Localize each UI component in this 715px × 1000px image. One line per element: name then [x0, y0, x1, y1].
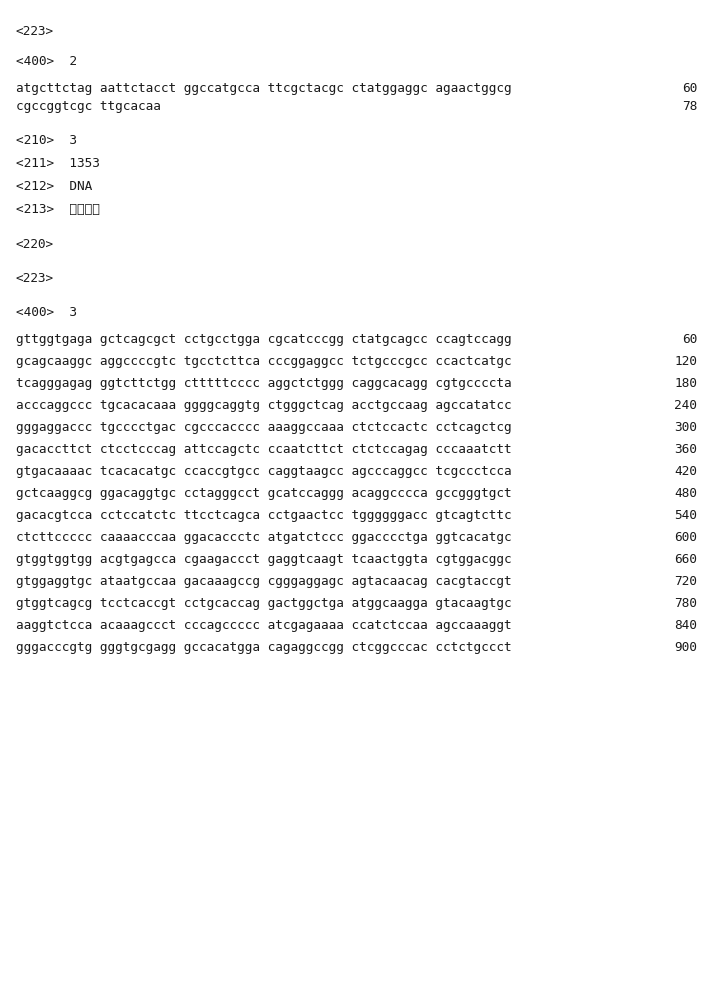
Text: <220>: <220>: [16, 238, 54, 251]
Text: 120: 120: [674, 355, 697, 368]
Text: gacacgtcca cctccatctc ttcctcagca cctgaactcc tggggggacc gtcagtcttc: gacacgtcca cctccatctc ttcctcagca cctgaac…: [16, 509, 511, 522]
Text: 600: 600: [674, 531, 697, 544]
Text: <210>  3: <210> 3: [16, 134, 77, 147]
Text: gggaggaccc tgcccctgac cgcccacccc aaaggccaaa ctctccactc cctcagctcg: gggaggaccc tgcccctgac cgcccacccc aaaggcc…: [16, 421, 511, 434]
Text: 78: 78: [682, 100, 697, 113]
Text: atgcttctag aattctacct ggccatgcca ttcgctacgc ctatggaggc agaactggcg: atgcttctag aattctacct ggccatgcca ttcgcta…: [16, 82, 511, 95]
Text: gggacccgtg gggtgcgagg gccacatgga cagaggccgg ctcggcccac cctctgccct: gggacccgtg gggtgcgagg gccacatgga cagaggc…: [16, 641, 511, 654]
Text: <211>  1353: <211> 1353: [16, 157, 99, 170]
Text: gtggtggtgg acgtgagcca cgaagaccct gaggtcaagt tcaactggta cgtggacggc: gtggtggtgg acgtgagcca cgaagaccct gaggtca…: [16, 553, 511, 566]
Text: <400>  2: <400> 2: [16, 55, 77, 68]
Text: 780: 780: [674, 597, 697, 610]
Text: 480: 480: [674, 487, 697, 500]
Text: gttggtgaga gctcagcgct cctgcctgga cgcatcccgg ctatgcagcc ccagtccagg: gttggtgaga gctcagcgct cctgcctgga cgcatcc…: [16, 333, 511, 346]
Text: gtgacaaaac tcacacatgc ccaccgtgcc caggtaagcc agcccaggcc tcgccctcca: gtgacaaaac tcacacatgc ccaccgtgcc caggtaa…: [16, 465, 511, 478]
Text: acccaggccc tgcacacaaa ggggcaggtg ctgggctcag acctgccaag agccatatcc: acccaggccc tgcacacaaa ggggcaggtg ctgggct…: [16, 399, 511, 412]
Text: 300: 300: [674, 421, 697, 434]
Text: 900: 900: [674, 641, 697, 654]
Text: <223>: <223>: [16, 25, 54, 38]
Text: <212>  DNA: <212> DNA: [16, 180, 92, 193]
Text: ctcttccccc caaaacccaa ggacaccctc atgatctccc ggacccctga ggtcacatgc: ctcttccccc caaaacccaa ggacaccctc atgatct…: [16, 531, 511, 544]
Text: aaggtctcca acaaagccct cccagccccc atcgagaaaa ccatctccaa agccaaaggt: aaggtctcca acaaagccct cccagccccc atcgaga…: [16, 619, 511, 632]
Text: gacaccttct ctcctcccag attccagctc ccaatcttct ctctccagag cccaaatctt: gacaccttct ctcctcccag attccagctc ccaatct…: [16, 443, 511, 456]
Text: cgccggtcgc ttgcacaa: cgccggtcgc ttgcacaa: [16, 100, 161, 113]
Text: gctcaaggcg ggacaggtgc cctagggcct gcatccaggg acaggcccca gccgggtgct: gctcaaggcg ggacaggtgc cctagggcct gcatcca…: [16, 487, 511, 500]
Text: 540: 540: [674, 509, 697, 522]
Text: <400>  3: <400> 3: [16, 306, 77, 319]
Text: gtggtcagcg tcctcaccgt cctgcaccag gactggctga atggcaagga gtacaagtgc: gtggtcagcg tcctcaccgt cctgcaccag gactggc…: [16, 597, 511, 610]
Text: 840: 840: [674, 619, 697, 632]
Text: gtggaggtgc ataatgccaa gacaaagccg cgggaggagc agtacaacag cacgtaccgt: gtggaggtgc ataatgccaa gacaaagccg cgggagg…: [16, 575, 511, 588]
Text: 660: 660: [674, 553, 697, 566]
Text: 180: 180: [674, 377, 697, 390]
Text: 60: 60: [682, 82, 697, 95]
Text: <223>: <223>: [16, 272, 54, 285]
Text: gcagcaaggc aggccccgtc tgcctcttca cccggaggcc tctgcccgcc ccactcatgc: gcagcaaggc aggccccgtc tgcctcttca cccggag…: [16, 355, 511, 368]
Text: 420: 420: [674, 465, 697, 478]
Text: 360: 360: [674, 443, 697, 456]
Text: 240: 240: [674, 399, 697, 412]
Text: <213>  人工序列: <213> 人工序列: [16, 203, 99, 216]
Text: 60: 60: [682, 333, 697, 346]
Text: tcagggagag ggtcttctgg ctttttcccc aggctctggg caggcacagg cgtgccccta: tcagggagag ggtcttctgg ctttttcccc aggctct…: [16, 377, 511, 390]
Text: 720: 720: [674, 575, 697, 588]
